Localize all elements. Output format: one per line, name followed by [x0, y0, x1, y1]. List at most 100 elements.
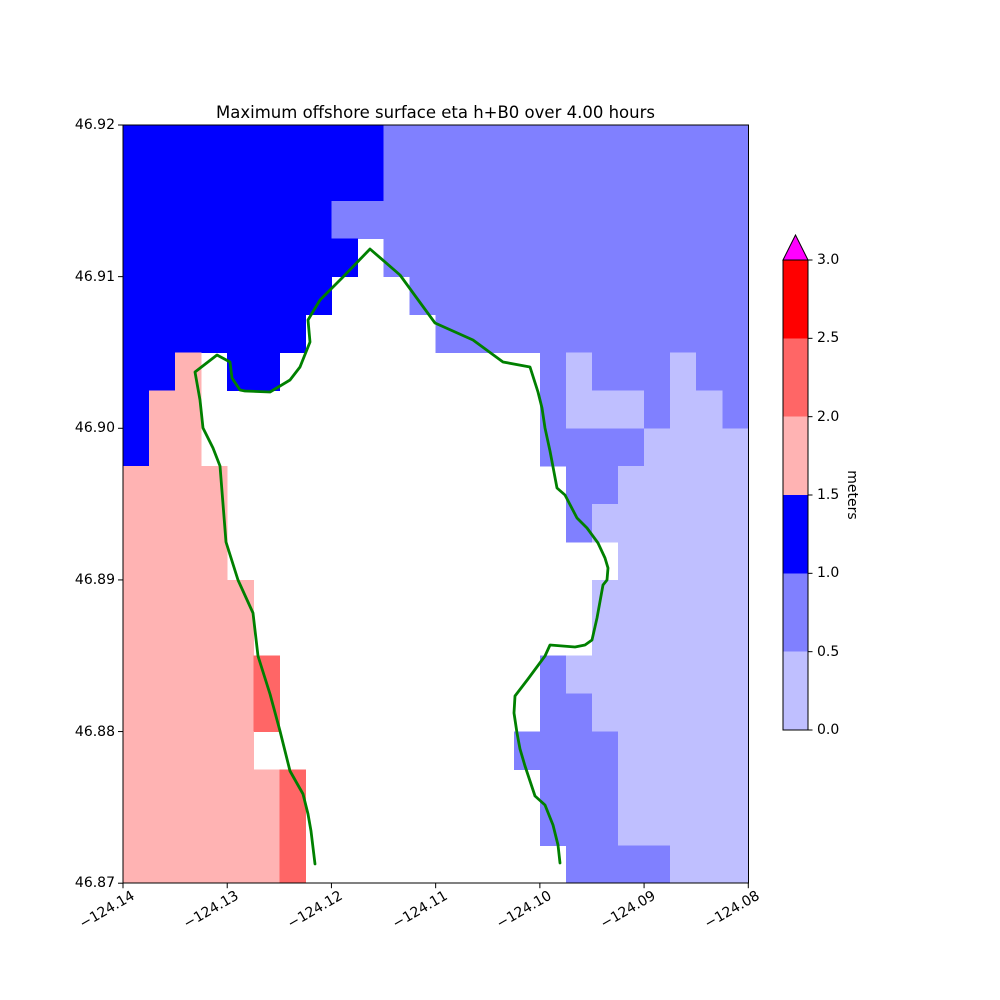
heatmap-cell: [670, 238, 697, 278]
heatmap-cell: [670, 693, 697, 733]
heatmap-cell: [435, 276, 463, 316]
heatmap-cell: [279, 845, 306, 884]
heatmap-cell: [565, 769, 593, 808]
heatmap-cell: [670, 352, 697, 391]
heatmap-cell: [123, 655, 150, 695]
colorbar-segment: [783, 338, 808, 418]
heatmap-cell: [618, 352, 645, 391]
heatmap-cell: [123, 428, 150, 467]
y-tick-label: 46.90: [74, 420, 115, 437]
heatmap-cell: [618, 238, 645, 278]
heatmap-cell: [696, 352, 723, 391]
heatmap-cell: [565, 655, 593, 695]
heatmap-cell: [618, 125, 645, 164]
heatmap-cell: [383, 162, 411, 202]
heatmap-cell: [435, 238, 463, 278]
heatmap-cell: [149, 579, 176, 619]
heatmap-cell: [591, 466, 619, 505]
heatmap-cell: [175, 693, 202, 733]
heatmap-cell: [383, 125, 411, 164]
heatmap-cell: [149, 807, 176, 846]
heatmap-cell: [618, 390, 645, 429]
heatmap-cell: [175, 276, 202, 316]
y-tick-label: 46.87: [74, 875, 115, 892]
y-tick-label: 46.91: [74, 268, 115, 285]
heatmap-cell: [696, 769, 723, 808]
heatmap-cell: [644, 617, 671, 657]
heatmap-cell: [644, 352, 671, 391]
colorbar-tick-label: 1.5: [817, 487, 840, 503]
colorbar-tick-label: 1.0: [817, 565, 840, 582]
heatmap-cell: [644, 162, 671, 202]
heatmap-cell: [696, 542, 723, 581]
heatmap-cell: [591, 693, 619, 733]
heatmap-cell: [539, 276, 567, 316]
x-tick-label: −124.14: [76, 887, 138, 933]
heatmap-cell: [722, 504, 749, 543]
heatmap-cell: [618, 693, 645, 733]
heatmap-cell: [644, 466, 671, 505]
heatmap-cell: [591, 200, 619, 240]
heatmap-cell: [149, 542, 176, 581]
heatmap-cell: [696, 693, 723, 733]
heatmap-cell: [279, 314, 306, 353]
heatmap-cell: [201, 731, 228, 770]
heatmap-cell: [565, 693, 593, 733]
heatmap-cell: [227, 276, 254, 316]
shoreline-contour: [193, 247, 610, 866]
heatmap-cell: [123, 466, 150, 505]
heatmap-cell: [149, 314, 176, 353]
heatmap-cell: [149, 769, 176, 808]
heatmap-cell: [696, 845, 723, 884]
heatmap-cell: [149, 845, 176, 884]
heatmap-cell: [227, 200, 254, 240]
heatmap-cell: [175, 162, 202, 202]
heatmap-cell: [618, 731, 645, 770]
heatmap-cell: [201, 314, 228, 353]
heatmap-cell: [618, 162, 645, 202]
heatmap-cell: [175, 617, 202, 657]
heatmap-cell: [123, 314, 150, 353]
heatmap-cell: [175, 769, 202, 808]
heatmap-cell: [123, 352, 150, 391]
heatmap-cell: [644, 390, 671, 429]
heatmap-cell: [175, 579, 202, 619]
heatmap-cell: [123, 731, 150, 770]
heatmap-cell: [696, 162, 723, 202]
heatmap-cell: [696, 125, 723, 164]
heatmap-cell: [644, 504, 671, 543]
heatmap-cell: [591, 162, 619, 202]
heatmap-cell: [539, 314, 567, 353]
heatmap-cell: [565, 200, 593, 240]
heatmap-cell: [123, 693, 150, 733]
heatmap-cell: [201, 125, 228, 164]
heatmap-cell: [123, 162, 150, 202]
heatmap-cell: [670, 579, 697, 619]
heatmap-cell: [722, 314, 749, 353]
colorbar-segment: [783, 260, 808, 339]
x-tick-label: −124.11: [389, 887, 451, 933]
heatmap-cell: [618, 314, 645, 353]
colorbar-tick-label: 0.5: [817, 643, 840, 660]
heatmap-cell: [670, 314, 697, 353]
heatmap-cell: [253, 769, 280, 808]
heatmap-cell: [149, 731, 176, 770]
heatmap-cell: [539, 693, 567, 733]
heatmap-cell: [123, 125, 150, 164]
heatmap-cell: [696, 579, 723, 619]
heatmap-cell: [409, 200, 437, 240]
heatmap-cell: [644, 125, 671, 164]
heatmap-cell: [722, 162, 749, 202]
heatmap-cell: [696, 466, 723, 505]
heatmap-cell: [696, 617, 723, 657]
heatmap-cell: [696, 314, 723, 353]
heatmap-cell: [591, 845, 619, 884]
heatmap-cell: [123, 617, 150, 657]
heatmap-cell: [565, 390, 593, 429]
heatmap-cell: [461, 276, 489, 316]
heatmap-cell: [722, 542, 749, 581]
heatmap-cell: [305, 238, 332, 278]
heatmap-cell: [149, 693, 176, 733]
heatmap-cell: [253, 655, 280, 695]
heatmap-cell: [513, 276, 541, 316]
